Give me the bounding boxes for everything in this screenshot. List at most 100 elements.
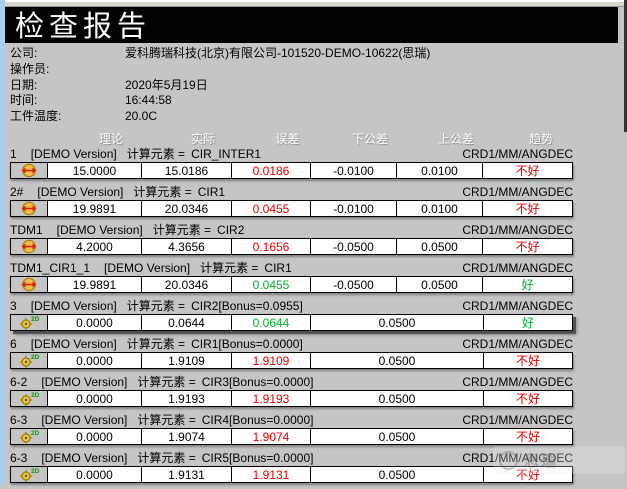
feature-name: CIR1	[197, 185, 226, 199]
theoretical-value: 0.0000	[47, 467, 141, 482]
upper-tolerance-value: 0.0500	[396, 239, 482, 254]
error-value: 1.9131	[231, 467, 310, 482]
info-row-date: 日期: 2020年5月19日	[10, 78, 613, 94]
dimension-result-row[interactable]: 2D 0.0000 1.9193 1.9193 0.0500 不好	[10, 390, 573, 407]
axis-units-label: CRD1/MM/ANGDEC	[462, 147, 573, 161]
info-label: 工件温度:	[10, 109, 62, 124]
actual-value: 1.9109	[141, 353, 231, 368]
error-value: 0.0455	[231, 201, 310, 216]
report-title-bar: 检查报告	[5, 7, 618, 43]
axis-units-label: CRD1/MM/ANGDEC	[462, 299, 573, 313]
dimension-label-line: TDM1 [DEMO Version] 计算元素 = CIR2 CRD1/MM/…	[10, 223, 573, 238]
theoretical-value: 15.0000	[47, 163, 141, 178]
column-header-error: 误差	[275, 132, 300, 146]
trend-status: 不好	[483, 467, 572, 482]
dimension-block: 1 [DEMO Version] 计算元素 = CIR_INTER1 CRD1/…	[10, 147, 573, 179]
dimension-result-row[interactable]: 2D 0.0000 1.9131 1.9131 0.0500 不好	[10, 466, 573, 483]
info-value: 2020年5月19日	[125, 77, 208, 92]
feature-name: CIR2[Bonus=0.0955]	[191, 299, 303, 313]
dimension-result-row[interactable]: 2D 0.0000 0.0644 0.0644 0.0500 好	[10, 314, 573, 331]
diameter-icon	[21, 277, 37, 292]
theoretical-value: 0.0000	[47, 315, 141, 330]
column-headers: 理论 实际 误差 下公差 上公差 趋势	[28, 130, 583, 147]
info-value: 20.0C	[125, 109, 158, 124]
dimension-label-line: 2# [DEMO Version] 计算元素 = CIR1 CRD1/MM/AN…	[10, 185, 573, 200]
demo-version-tag: [DEMO Version]	[37, 185, 124, 199]
theoretical-value: 0.0000	[47, 391, 141, 406]
dimension-result-row[interactable]: 19.9891 20.0346 0.0455 -0.0100 0.0100 不好	[10, 200, 573, 217]
dimension-result-row[interactable]: 4.2000 4.3656 0.1656 -0.0500 0.0500 不好	[10, 238, 573, 255]
dimension-id: TDM1_CIR1_1	[10, 261, 91, 275]
dimension-icon-cell: 2D	[11, 353, 47, 368]
demo-version-tag: [DEMO Version]	[30, 337, 117, 351]
info-label: 公司:	[10, 46, 38, 60]
dimension-icon-cell: 2D	[11, 429, 47, 444]
upper-tolerance-value: 0.0500	[396, 277, 482, 292]
dimension-icon-cell	[11, 277, 47, 292]
error-value: 0.0644	[231, 315, 310, 330]
calc-element-label: 计算元素 =	[133, 185, 192, 199]
window-frame-right-edge	[624, 0, 627, 132]
dimension-label-line: 3 [DEMO Version] 计算元素 = CIR2[Bonus=0.095…	[10, 299, 573, 314]
lower-tolerance-value: -0.0500	[310, 239, 396, 254]
info-row-company: 公司: 爱科腾瑞科技(北京)有限公司-101520-DEMO-10622(思瑞)	[10, 46, 613, 62]
actual-value: 1.9193	[141, 391, 231, 406]
trend-status: 不好	[482, 239, 572, 254]
theoretical-value: 0.0000	[47, 353, 141, 368]
trend-status: 不好	[482, 163, 572, 178]
axis-units-label: CRD1/MM/ANGDEC	[462, 185, 573, 199]
feature-name: CIR2	[217, 223, 245, 237]
report-info-header: 公司: 爱科腾瑞科技(北京)有限公司-101520-DEMO-10622(思瑞)…	[10, 46, 613, 125]
dimension-id: 6-3	[10, 451, 28, 465]
true-position-2d-icon: 2D	[20, 430, 40, 444]
trend-status: 好	[483, 315, 572, 330]
theoretical-value: 4.2000	[47, 239, 141, 254]
trend-status: 不好	[483, 353, 572, 368]
axis-units-label: CRD1/MM/ANGDEC	[462, 261, 573, 275]
dimension-block: 6-2 [DEMO Version] 计算元素 = CIR3[Bonus=0.0…	[10, 375, 573, 407]
svg-text:2D: 2D	[31, 354, 40, 361]
axis-units-label: CRD1/MM/ANGDEC	[462, 375, 573, 389]
actual-value: 4.3656	[141, 239, 231, 254]
dimension-icon-cell	[11, 239, 47, 254]
trend-status: 不好	[483, 429, 572, 444]
demo-version-tag: [DEMO Version]	[104, 261, 191, 275]
feature-name: CIR4[Bonus=0.0000]	[201, 413, 314, 427]
dimension-icon-cell	[11, 201, 47, 216]
dimension-label-line: 6-3 [DEMO Version] 计算元素 = CIR5[Bonus=0.0…	[10, 451, 573, 466]
demo-version-tag: [DEMO Version]	[56, 223, 143, 237]
dimension-result-row[interactable]: 19.9891 20.0346 0.0455 -0.0500 0.0500 好	[10, 276, 573, 293]
lower-tolerance-value: -0.0100	[310, 163, 396, 178]
calc-element-label: 计算元素 =	[137, 413, 196, 427]
error-value: 0.0455	[231, 277, 310, 292]
column-header-lower-tolerance: 下公差	[351, 132, 388, 146]
dimension-block: 2# [DEMO Version] 计算元素 = CIR1 CRD1/MM/AN…	[10, 185, 573, 217]
true-position-2d-icon: 2D	[20, 316, 40, 330]
dimension-icon-cell	[11, 163, 47, 178]
calc-element-label: 计算元素 =	[137, 451, 196, 465]
actual-value: 20.0346	[141, 277, 231, 292]
column-header-theoretical: 理论	[98, 132, 123, 146]
dimension-id: 6-2	[10, 375, 28, 389]
column-header-upper-tolerance: 上公差	[437, 132, 474, 146]
actual-value: 1.9131	[141, 467, 231, 482]
dimension-result-row[interactable]: 2D 0.0000 1.9074 1.9074 0.0500 不好	[10, 428, 573, 445]
demo-version-tag: [DEMO Version]	[41, 375, 128, 389]
theoretical-value: 19.9891	[47, 277, 141, 292]
merged-tolerance-value: 0.0500	[310, 429, 483, 444]
dimension-label-line: 1 [DEMO Version] 计算元素 = CIR_INTER1 CRD1/…	[10, 147, 573, 162]
vendor-watermark-text: 思瑞	[524, 452, 559, 470]
dimension-result-row[interactable]: 2D 0.0000 1.9109 1.9109 0.0500 不好	[10, 352, 573, 369]
report-rows: 1 [DEMO Version] 计算元素 = CIR_INTER1 CRD1/…	[10, 147, 573, 489]
dimension-label-line: 6 [DEMO Version] 计算元素 = CIR1[Bonus=0.000…	[10, 337, 573, 352]
lower-tolerance-value: -0.0100	[310, 201, 396, 216]
dimension-id: 6-3	[10, 413, 28, 427]
diameter-icon	[21, 201, 37, 216]
svg-text:2D: 2D	[31, 430, 40, 437]
page-title: 检查报告	[15, 9, 152, 43]
dimension-result-row[interactable]: 15.0000 15.0186 0.0186 -0.0100 0.0100 不好	[10, 162, 573, 179]
actual-value: 1.9074	[141, 429, 231, 444]
upper-tolerance-value: 0.0100	[396, 163, 482, 178]
trend-status: 好	[482, 277, 572, 292]
demo-version-tag: [DEMO Version]	[41, 451, 128, 465]
